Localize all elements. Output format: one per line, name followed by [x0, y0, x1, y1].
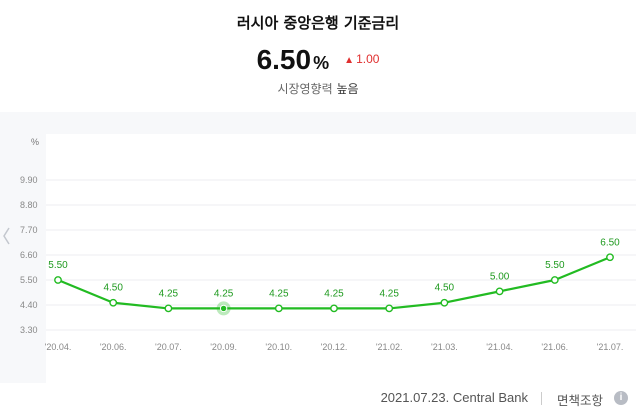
rate-change-value: 1.00 — [356, 52, 380, 66]
y-tick-label: 7.70 — [20, 225, 38, 235]
data-point — [550, 276, 559, 284]
x-tick-label: '20.07. — [155, 342, 182, 352]
data-point — [219, 304, 228, 313]
x-tick-label: '21.03. — [431, 342, 458, 352]
y-tick-label: 6.60 — [20, 250, 38, 260]
source-text: 2021.07.23. Central Bank — [380, 390, 528, 405]
market-impact: 시장영향력 높음 — [0, 80, 636, 97]
series-line — [57, 256, 611, 310]
disclaimer-link[interactable]: 면책조항 — [557, 393, 604, 408]
data-label: 4.25 — [214, 288, 234, 299]
data-point — [606, 253, 614, 262]
x-tick-label: '20.09. — [210, 342, 237, 352]
data-label: 4.50 — [103, 283, 123, 294]
chart-area — [0, 112, 636, 383]
y-tick-label: 3.30 — [20, 325, 38, 335]
rate-value: 6.50 — [256, 44, 312, 75]
rate-unit: % — [313, 53, 330, 73]
up-triangle-icon: ▲ — [344, 55, 355, 66]
data-point — [54, 276, 62, 284]
x-tick-label: '20.12. — [321, 342, 348, 352]
footer-divider — [541, 392, 542, 405]
data-label: 4.25 — [324, 288, 344, 299]
rate-row: 6.50% ▲ 1.00 — [0, 44, 636, 76]
y-axis-unit: % — [31, 137, 39, 147]
y-tick-label: 9.90 — [20, 175, 38, 185]
data-label: 4.25 — [269, 288, 289, 299]
data-label: 4.25 — [159, 288, 179, 299]
data-point — [274, 304, 283, 313]
data-label: 5.50 — [48, 260, 68, 271]
data-label: 4.50 — [435, 283, 455, 294]
x-tick-label: '21.02. — [376, 342, 403, 352]
data-point — [330, 304, 338, 313]
data-point — [495, 287, 504, 296]
data-point — [109, 298, 118, 307]
y-tick-label: 4.40 — [20, 300, 38, 310]
data-label: 4.25 — [379, 288, 399, 299]
header: 러시아 중앙은행 기준금리 6.50% ▲ 1.00 시장영향력 높음 — [0, 0, 636, 112]
y-tick-label: 5.50 — [20, 275, 38, 285]
page-title: 러시아 중앙은행 기준금리 — [236, 14, 400, 32]
data-point — [440, 298, 449, 307]
x-tick-label: '20.04. — [45, 342, 72, 352]
rate-change: ▲ 1.00 — [344, 52, 379, 66]
rate-line-chart[interactable]: % 3.30 4.40 5.50 6.60 7.70 8.80 9.90 5.50 4.50 4.2… — [0, 112, 636, 383]
data-label: 6.50 — [600, 237, 620, 248]
market-impact-label: 시장영향력 — [277, 82, 333, 96]
x-tick-label: '21.04. — [486, 342, 513, 352]
y-tick-label: 8.80 — [20, 200, 38, 210]
data-point — [164, 304, 173, 313]
footer: 2021.07.23. Central Bank 면책조항 i — [0, 383, 636, 413]
x-tick-label: '21.06. — [541, 342, 568, 352]
chevron-left-glyph — [3, 227, 10, 245]
x-tick-label: '21.07. — [597, 342, 624, 352]
data-point — [385, 304, 394, 313]
chart-panel — [46, 134, 636, 383]
data-label: 5.50 — [545, 260, 565, 271]
data-label: 5.00 — [490, 271, 510, 282]
market-impact-level: 높음 — [336, 82, 359, 96]
info-icon[interactable]: i — [614, 391, 628, 405]
x-tick-label: '20.10. — [265, 342, 292, 352]
x-tick-label: '20.06. — [100, 342, 127, 352]
